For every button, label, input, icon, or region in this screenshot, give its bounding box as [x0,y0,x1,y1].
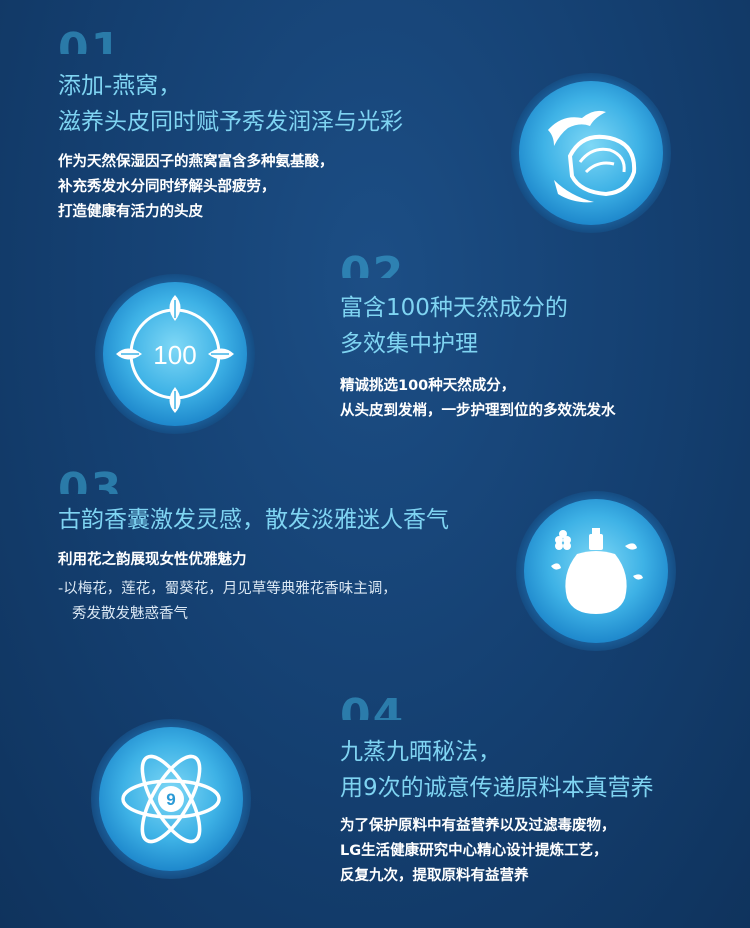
icon-number-text: 100 [153,340,196,370]
section-04: 04 九蒸九晒秘法， 用9次的诚意传递原料本真营养 为了保护原料中有益营养以及过… [340,694,654,889]
section-title-line: 滋养头皮同时赋予秀发润泽与光彩 [58,109,403,135]
section-desc-light-line: -以梅花，莲花，蜀葵花，月见草等典雅花香味主调， [58,581,397,597]
section-title-line: 富含100种天然成分的 [340,295,568,321]
section-desc-line: 精诚挑选100种天然成分， [340,378,516,394]
section-desc-light-line: 秀发散发魅惑香气 [72,606,188,622]
section-number: 01 [58,28,124,54]
section-desc-line: 打造健康有活力的头皮 [58,204,203,220]
leaves-100-icon: 100 [94,273,256,435]
section-desc-line: 反复九次，提取原料有益营养 [340,868,529,884]
section-desc-line: 为了保护原料中有益营养以及过滤毒废物， [340,818,616,834]
icon-number-text: 9 [166,790,175,809]
section-title-line: 多效集中护理 [340,331,478,357]
section-desc-line: 作为天然保湿因子的燕窝富含多种氨基酸， [58,154,334,170]
perfume-bottle-icon [515,490,677,652]
section-02: 02 富含100种天然成分的 多效集中护理 精诚挑选100种天然成分， 从头皮到… [340,252,616,424]
section-title-line: 添加-燕窝， [58,73,182,99]
section-desc-line: LG生活健康研究中心精心设计提炼工艺， [340,843,608,859]
swallow-nest-icon [510,72,672,234]
section-title-line: 古韵香囊激发灵感，散发淡雅迷人香气 [58,507,449,533]
section-number: 04 [340,694,406,720]
atom-nine-icon: 9 [90,718,252,880]
section-desc-line: 利用花之韵展现女性优雅魅力 [58,552,247,568]
section-01: 01 添加-燕窝， 滋养头皮同时赋予秀发润泽与光彩 作为天然保湿因子的燕窝富含多… [58,28,403,225]
section-03: 03 古韵香囊激发灵感，散发淡雅迷人香气 利用花之韵展现女性优雅魅力 -以梅花，… [58,468,449,627]
section-title-line: 用9次的诚意传递原料本真营养 [340,775,654,801]
section-title-line: 九蒸九晒秘法， [340,739,501,765]
section-desc-line: 从头皮到发梢，一步护理到位的多效洗发水 [340,403,616,419]
section-desc-line: 补充秀发水分同时纾解头部疲劳， [58,179,276,195]
section-number: 02 [340,252,406,278]
section-number: 03 [58,468,124,494]
